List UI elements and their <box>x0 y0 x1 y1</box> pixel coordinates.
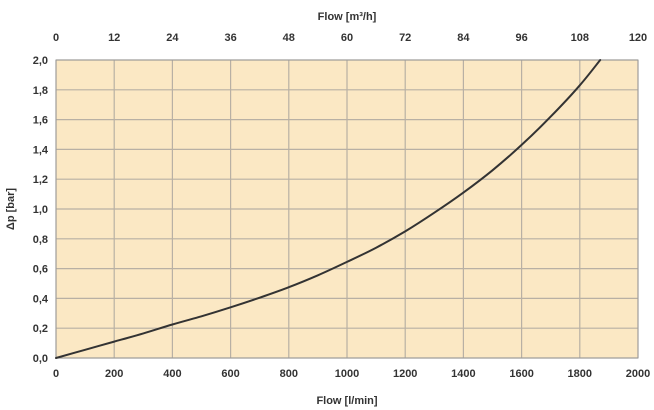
top-x-axis-title: Flow [m³/h] <box>318 11 377 23</box>
x-tick-label: 200 <box>105 368 123 380</box>
top-x-tick-label: 36 <box>224 32 236 44</box>
x-axis-title: Flow [l/min] <box>316 395 377 407</box>
top-x-tick-label: 108 <box>571 32 589 44</box>
top-x-tick-label: 48 <box>283 32 295 44</box>
x-tick-label: 400 <box>163 368 181 380</box>
top-x-axis-ticks: 0 12 24 36 48 60 72 84 96 108 120 <box>53 32 647 44</box>
y-axis-ticks: 0,0 0,2 0,4 0,6 0,8 1,0 1,2 1,4 1,6 1,8 2,0 <box>33 55 49 365</box>
x-tick-label: 1600 <box>509 368 533 380</box>
top-x-tick-label: 0 <box>53 32 59 44</box>
y-tick-label: 0,2 <box>33 323 48 335</box>
x-tick-label: 1200 <box>393 368 417 380</box>
y-tick-label: 1,6 <box>33 115 48 127</box>
y-tick-label: 0,8 <box>33 234 48 246</box>
x-tick-label: 1000 <box>335 368 359 380</box>
top-x-tick-label: 60 <box>341 32 353 44</box>
plot-frame <box>55 59 639 359</box>
top-x-tick-label: 120 <box>629 32 647 44</box>
y-tick-label: 1,8 <box>33 85 48 97</box>
series-group <box>55 59 602 359</box>
y-tick-label: 1,0 <box>33 204 48 216</box>
x-tick-label: 2000 <box>626 368 650 380</box>
x-axis-ticks: 0 200 400 600 800 1000 1200 1400 1600 1800 2000 <box>53 368 650 380</box>
y-tick-label: 0,6 <box>33 264 48 276</box>
top-x-tick-label: 84 <box>457 32 470 44</box>
top-x-tick-label: 24 <box>166 32 179 44</box>
y-tick-label: 1,4 <box>33 144 49 156</box>
top-x-tick-label: 12 <box>108 32 120 44</box>
y-tick-label: 0,0 <box>33 353 48 365</box>
top-x-tick-label: 72 <box>399 32 411 44</box>
top-x-tick-label: 96 <box>515 32 527 44</box>
series-line <box>55 59 602 359</box>
y-tick-label: 1,2 <box>33 174 48 186</box>
x-tick-label: 600 <box>221 368 239 380</box>
y-axis-title: Δp [bar] <box>5 188 17 230</box>
x-tick-label: 0 <box>53 368 59 380</box>
x-tick-label: 1400 <box>451 368 475 380</box>
y-tick-label: 0,4 <box>33 293 49 305</box>
y-tick-label: 2,0 <box>33 55 48 67</box>
x-tick-label: 1800 <box>568 368 592 380</box>
x-tick-label: 800 <box>280 368 298 380</box>
